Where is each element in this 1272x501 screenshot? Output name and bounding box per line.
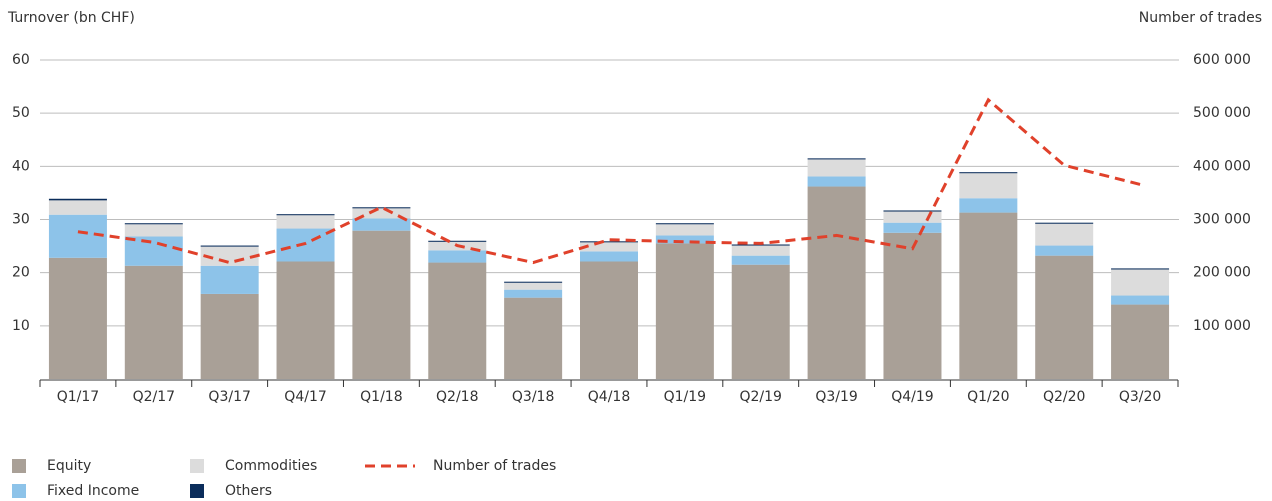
- bar: [276, 214, 335, 216]
- legend-label: Fixed Income: [47, 483, 139, 499]
- bar: [1035, 245, 1094, 256]
- y2-tick-label: 100 000: [1193, 318, 1251, 334]
- x-tick-label: Q3/19: [815, 389, 857, 405]
- bar: [807, 176, 866, 187]
- bar: [352, 230, 411, 379]
- x-tick-label: Q4/18: [588, 389, 630, 405]
- x-tick-label: Q2/17: [133, 389, 175, 405]
- bar: [276, 215, 335, 229]
- x-tick-label: Q2/18: [436, 389, 478, 405]
- y-tick-label: 20: [12, 265, 30, 281]
- legend-swatch: [12, 484, 26, 498]
- y-tick-label: 40: [12, 158, 30, 174]
- legend-swatch: [190, 459, 204, 473]
- legend-swatch: [12, 459, 26, 473]
- bar: [731, 255, 790, 265]
- x-tick-label: Q3/18: [512, 389, 554, 405]
- bar: [580, 241, 638, 243]
- legend-label: Commodities: [225, 458, 317, 474]
- x-tick-label: Q3/17: [208, 389, 250, 405]
- bar: [200, 293, 259, 379]
- bar: [48, 214, 107, 258]
- bar: [807, 158, 866, 160]
- bar: [1111, 268, 1170, 270]
- bar: [200, 246, 259, 266]
- legend-label: Others: [225, 483, 272, 499]
- y2-tick-label: 300 000: [1193, 212, 1251, 228]
- bar: [807, 159, 866, 177]
- bar: [276, 228, 335, 262]
- bar: [731, 244, 790, 246]
- bar: [504, 289, 563, 298]
- bar: [48, 257, 107, 379]
- bar: [428, 250, 487, 263]
- x-tick-label: Q1/18: [360, 389, 402, 405]
- bar: [124, 223, 183, 225]
- bar: [124, 224, 183, 237]
- x-tick-label: Q4/19: [891, 389, 933, 405]
- bar: [959, 172, 1018, 174]
- bar: [883, 232, 942, 379]
- bar: [655, 243, 714, 379]
- bar: [200, 265, 259, 294]
- y-tick-label: 60: [12, 52, 30, 68]
- x-tick-label: Q2/19: [739, 389, 781, 405]
- bar: [959, 212, 1018, 379]
- x-tick-label: Q1/17: [57, 389, 99, 405]
- y-tick-label: 30: [12, 212, 30, 228]
- x-tick-label: Q4/17: [284, 389, 326, 405]
- bar: [504, 281, 563, 283]
- x-tick-label: Q1/19: [664, 389, 706, 405]
- x-tick-label: Q2/20: [1043, 389, 1085, 405]
- bar: [428, 262, 487, 379]
- legend-label: Equity: [47, 458, 91, 474]
- y2-tick-label: 200 000: [1193, 265, 1251, 281]
- x-tick-label: Q3/20: [1119, 389, 1161, 405]
- bar: [48, 198, 107, 201]
- y2-tick-label: 600 000: [1193, 52, 1251, 68]
- bar: [428, 240, 487, 242]
- bar: [48, 200, 107, 215]
- bar: [731, 245, 790, 256]
- bar: [883, 222, 942, 233]
- bar: [580, 261, 638, 379]
- y2-tick-label: 500 000: [1193, 105, 1251, 121]
- bar: [655, 223, 714, 225]
- bar: [883, 210, 942, 212]
- legend-label: Number of trades: [433, 458, 556, 474]
- x-tick-label: Q1/20: [967, 389, 1009, 405]
- bar: [883, 211, 942, 223]
- bar: [1111, 269, 1170, 296]
- y-tick-label: 50: [12, 105, 30, 121]
- bar: [1035, 222, 1094, 224]
- bar: [276, 261, 335, 379]
- line: [77, 97, 1141, 265]
- bar: [580, 251, 638, 262]
- bar: [1111, 304, 1170, 379]
- bar: [580, 242, 638, 252]
- bar: [655, 224, 714, 236]
- bar: [504, 282, 563, 290]
- bar: [352, 207, 411, 209]
- legend-swatch: [190, 484, 204, 498]
- bar: [655, 235, 714, 244]
- y-axis-title: Turnover (bn CHF): [7, 10, 135, 26]
- bar: [200, 245, 259, 247]
- bar: [959, 173, 1018, 199]
- bar: [1035, 255, 1094, 379]
- bar: [352, 218, 411, 231]
- y-tick-label: 10: [12, 318, 30, 334]
- bar: [124, 265, 183, 379]
- y2-tick-label: 400 000: [1193, 158, 1251, 174]
- bar: [352, 208, 411, 219]
- bar: [124, 236, 183, 266]
- bar: [731, 264, 790, 379]
- bar: [504, 297, 563, 379]
- bar: [1035, 223, 1094, 246]
- bar: [1111, 295, 1170, 305]
- y2-axis-title: Number of trades: [1139, 10, 1262, 26]
- bar: [807, 186, 866, 379]
- bar: [959, 198, 1018, 213]
